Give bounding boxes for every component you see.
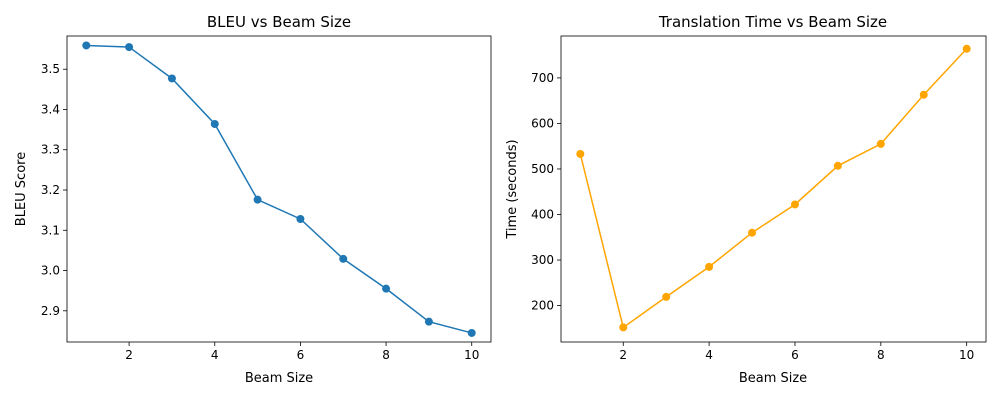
data-point <box>576 149 585 158</box>
data-point <box>382 284 391 293</box>
y-axis-label: BLEU Score <box>14 152 29 226</box>
x-axis-label: Beam Size <box>739 371 807 386</box>
y-tick-label: 200 <box>531 299 554 313</box>
data-point <box>705 262 714 271</box>
data-point <box>619 323 628 332</box>
data-point <box>790 200 799 209</box>
data-point <box>125 43 134 52</box>
time-chart-panel: Translation Time vs Beam Size Beam Size … <box>505 13 987 386</box>
x-axis-label: Beam Size <box>245 371 313 386</box>
series-layer <box>576 44 971 332</box>
y-tick-label: 700 <box>531 71 554 85</box>
series-layer <box>82 41 476 337</box>
y-tick-label: 3.2 <box>41 183 60 197</box>
plot-frame <box>560 35 987 343</box>
data-point <box>876 139 885 148</box>
data-point <box>210 119 219 128</box>
data-point <box>467 328 476 337</box>
plot-frame <box>66 35 492 343</box>
data-point <box>962 44 971 53</box>
data-point <box>82 41 91 50</box>
data-point <box>662 292 671 301</box>
y-tick-label: 400 <box>531 208 554 222</box>
x-tick-label: 8 <box>877 348 885 362</box>
data-point <box>919 90 928 99</box>
bleu-chart-panel: BLEU vs Beam Size Beam Size BLEU Score 2… <box>14 13 492 386</box>
series-line <box>579 48 968 329</box>
x-tick-label: 4 <box>211 348 219 362</box>
chart-title: Translation Time vs Beam Size <box>658 13 887 31</box>
data-point <box>296 214 305 223</box>
y-tick-label: 3.1 <box>41 223 60 237</box>
x-tick-label: 6 <box>297 348 305 362</box>
series-line <box>86 44 472 334</box>
y-tick-label: 300 <box>531 253 554 267</box>
x-tick-label: 4 <box>705 348 713 362</box>
y-tick-label: 600 <box>531 116 554 130</box>
data-point <box>253 195 262 204</box>
y-tick-label: 2.9 <box>41 304 60 318</box>
x-tick-label: 10 <box>959 348 974 362</box>
x-tick-label: 2 <box>619 348 627 362</box>
x-tick-label: 8 <box>382 348 390 362</box>
y-tick-label: 3.5 <box>41 62 60 76</box>
chart-title: BLEU vs Beam Size <box>207 13 351 31</box>
x-tick-label: 10 <box>464 348 479 362</box>
data-point <box>339 254 348 263</box>
y-axis-label: Time (seconds) <box>505 139 520 239</box>
x-tick-label: 6 <box>791 348 799 362</box>
x-tick-label: 2 <box>125 348 133 362</box>
tick-layer: 2 4 6 8 10 2.9 3.0 3.1 3.2 3.3 3.4 3.5 <box>41 62 479 362</box>
y-tick-label: 3.0 <box>41 264 60 278</box>
y-tick-label: 3.4 <box>41 102 60 116</box>
data-point <box>424 317 433 326</box>
y-tick-label: 500 <box>531 162 554 176</box>
data-point <box>748 228 757 237</box>
y-tick-label: 3.3 <box>41 143 60 157</box>
data-point <box>167 74 176 83</box>
tick-layer: 2 4 6 8 10 200 300 400 500 600 700 <box>531 71 974 362</box>
data-point <box>833 161 842 170</box>
